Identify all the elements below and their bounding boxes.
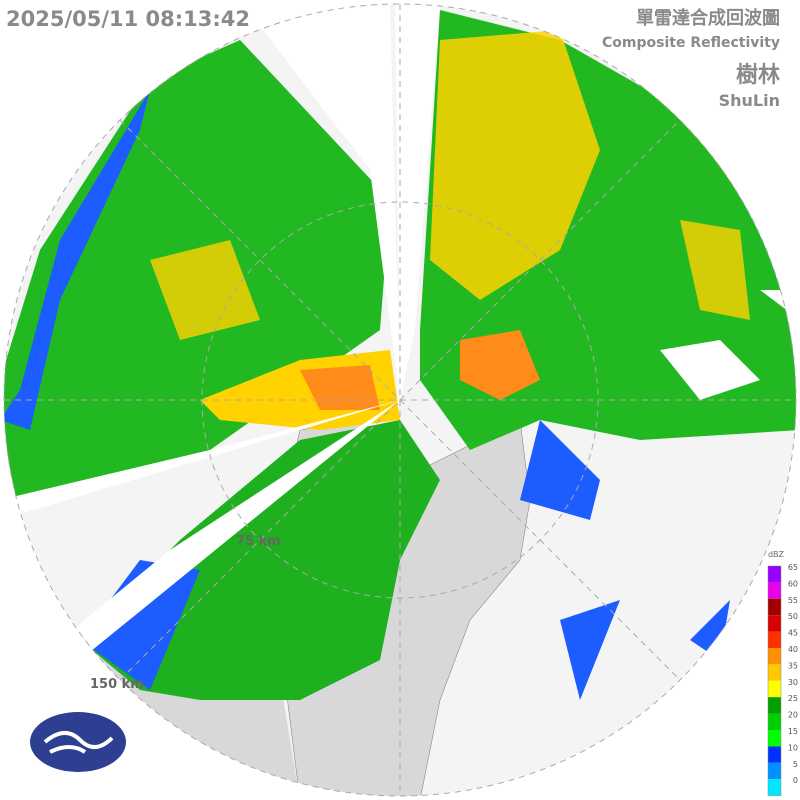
legend-swatch	[768, 779, 781, 796]
legend-tick: 25	[788, 694, 798, 703]
legend-swatch	[768, 730, 781, 747]
legend-tick: 60	[788, 579, 798, 588]
blank-sector	[395, 4, 440, 400]
echo	[300, 365, 380, 410]
legend-swatch	[768, 598, 781, 616]
legend-swatch	[768, 631, 781, 648]
legend-tick: 65	[788, 563, 798, 572]
blank-sector	[4, 400, 400, 520]
legend-swatch	[768, 648, 781, 665]
title: 單雷達合成回波圖	[636, 7, 780, 29]
echo	[150, 220, 750, 340]
legend-swatch	[768, 746, 781, 763]
legend-tick: 5	[793, 760, 798, 769]
legend-tick: 40	[788, 645, 798, 654]
timestamp: 2025/05/11 08:13:42	[6, 7, 250, 31]
legend-swatch	[768, 664, 781, 681]
blank-sector	[240, 4, 400, 400]
legend-tick: 20	[788, 711, 798, 720]
legend-swatch	[768, 566, 781, 583]
legend-swatch	[768, 713, 781, 730]
legend-tick: 50	[788, 612, 798, 621]
legend-swatch	[768, 582, 781, 599]
range-label: 150 km	[90, 677, 144, 692]
station: 樹林	[736, 62, 780, 88]
subtitle: Composite Reflectivity	[602, 35, 780, 51]
station-en: ShuLin	[719, 91, 780, 110]
clear-area	[660, 290, 796, 400]
logo-mark	[30, 712, 126, 772]
legend-unit: dBZ	[768, 550, 785, 559]
echo	[460, 330, 540, 400]
legend-tick: 0	[793, 776, 798, 785]
legend-tick: 10	[788, 743, 798, 752]
legend-swatch	[768, 697, 781, 714]
legend-tick: 45	[788, 629, 798, 638]
range-label: 75 km	[236, 534, 281, 549]
legend-tick: 55	[788, 596, 798, 605]
echo	[80, 420, 730, 700]
logo	[30, 712, 126, 772]
blank-sector	[60, 400, 400, 660]
legend-frame	[767, 565, 782, 796]
echo	[4, 90, 150, 430]
legend-swatch	[768, 680, 781, 698]
legend-tick: 35	[788, 661, 798, 670]
legend-swatch	[768, 615, 781, 632]
echo	[430, 30, 600, 300]
legend-tick: 30	[788, 678, 798, 687]
legend-tick: 15	[788, 727, 798, 736]
range-rings	[3, 3, 797, 797]
logo-wave	[43, 731, 114, 754]
legend-swatch	[768, 762, 781, 780]
